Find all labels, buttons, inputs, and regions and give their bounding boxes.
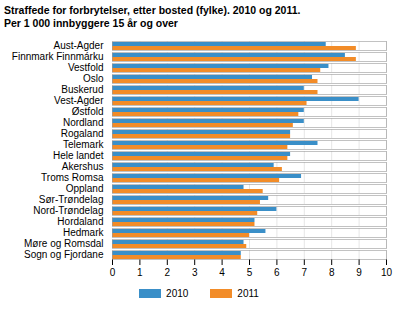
svg-text:0: 0 <box>110 267 116 278</box>
svg-text:7: 7 <box>302 267 308 278</box>
svg-text:Hordaland: Hordaland <box>57 216 103 227</box>
svg-text:1: 1 <box>137 267 143 278</box>
svg-text:Møre og Romsdal: Møre og Romsdal <box>24 238 103 249</box>
svg-text:10: 10 <box>381 267 393 278</box>
svg-text:Nord-Trøndelag: Nord-Trøndelag <box>33 205 103 216</box>
svg-text:Vestfold: Vestfold <box>68 62 104 73</box>
svg-text:Finnmark Finnmárku: Finnmark Finnmárku <box>12 51 104 62</box>
svg-text:6: 6 <box>274 267 280 278</box>
svg-text:Hele landet: Hele landet <box>53 150 104 161</box>
html-text:2011: 2011 <box>237 288 259 299</box>
svg-text:Oppland: Oppland <box>66 183 104 194</box>
html-text:Per 1 000 innbyggere 15 år og: Per 1 000 innbyggere 15 år og over <box>4 17 178 29</box>
svg-text:5: 5 <box>247 267 253 278</box>
svg-text:Buskerud: Buskerud <box>61 84 103 95</box>
svg-text:Troms Romsa: Troms Romsa <box>41 172 104 183</box>
svg-text:Vest-Agder: Vest-Agder <box>54 95 104 106</box>
svg-text:4: 4 <box>219 267 225 278</box>
html-text:Straffede for forbrytelser, et: Straffede for forbrytelser, etter bosted… <box>4 4 301 16</box>
svg-text:Hedmark: Hedmark <box>63 227 105 238</box>
svg-text:Sør-Trøndelag: Sør-Trøndelag <box>39 194 104 205</box>
svg-text:Telemark: Telemark <box>63 139 105 150</box>
svg-text:Østfold: Østfold <box>72 106 104 117</box>
svg-text:3: 3 <box>192 267 198 278</box>
svg-text:9: 9 <box>356 267 362 278</box>
svg-text:Rogaland: Rogaland <box>61 128 104 139</box>
svg-text:8: 8 <box>329 267 335 278</box>
html-text:2010: 2010 <box>166 288 189 299</box>
svg-text:Oslo: Oslo <box>83 73 104 84</box>
svg-text:Nordland: Nordland <box>63 117 104 128</box>
svg-text:Aust-Agder: Aust-Agder <box>53 40 104 51</box>
svg-text:2: 2 <box>165 267 171 278</box>
svg-text:Sogn og Fjordane: Sogn og Fjordane <box>24 249 104 260</box>
svg-text:Akershus: Akershus <box>62 161 104 172</box>
